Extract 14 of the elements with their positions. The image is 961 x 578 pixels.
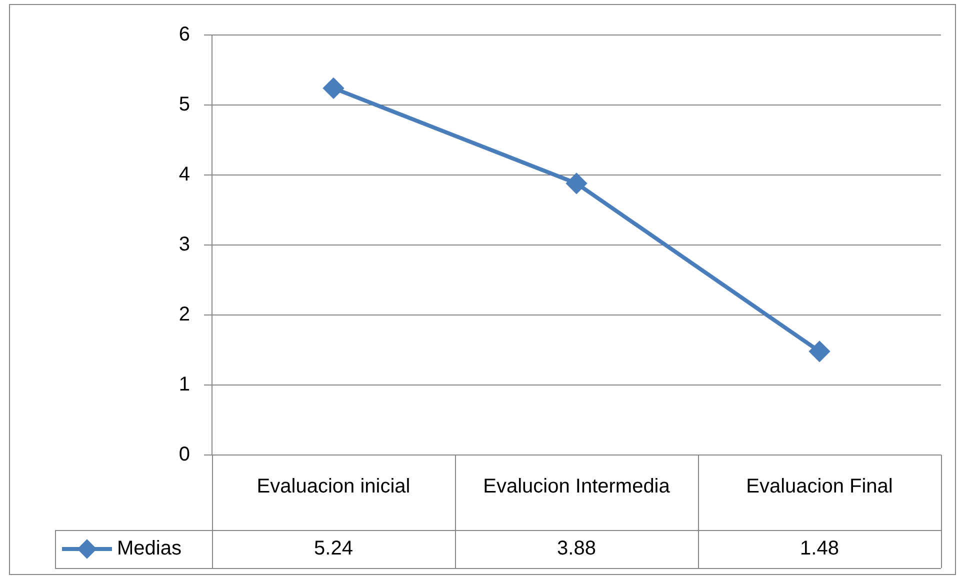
y-tick-label: 3 — [178, 234, 190, 256]
legend-label: Medias — [117, 538, 182, 560]
x-tick-label: Evalucion Intermedia — [483, 476, 671, 498]
y-tick-label: 0 — [178, 444, 190, 466]
y-tick-label: 2 — [178, 304, 190, 326]
y-tick-label: 6 — [178, 24, 190, 46]
y-tick-label: 1 — [178, 374, 190, 396]
data-label: 3.88 — [557, 538, 596, 560]
data-label: 1.48 — [800, 538, 839, 560]
x-tick-label: Evaluacion Final — [746, 476, 893, 498]
x-tick-label: Evaluacion inicial — [256, 476, 410, 498]
data-label: 5.24 — [314, 538, 353, 560]
y-tick-label: 4 — [178, 164, 190, 186]
y-tick-label: 5 — [178, 94, 190, 116]
